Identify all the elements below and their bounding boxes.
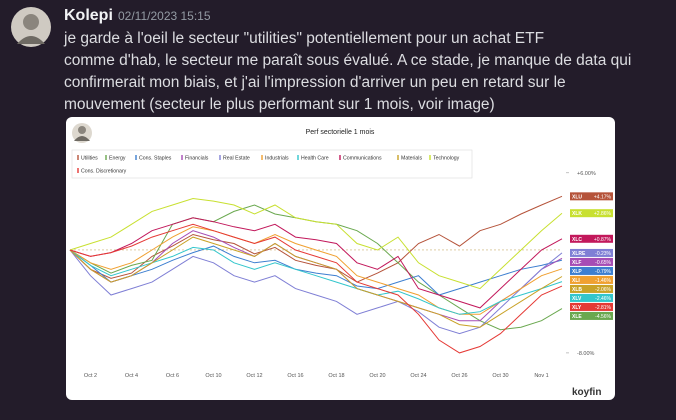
end-label-value: -2.46%	[595, 296, 611, 302]
x-tick-label: Nov 1	[534, 373, 548, 379]
series-line	[69, 226, 563, 315]
end-label-ticker: XLY	[572, 305, 582, 311]
end-label-value: -1.46%	[595, 278, 611, 284]
image-attachment[interactable]	[66, 117, 615, 400]
message-line: mouvement (secteur le plus performant su…	[64, 96, 495, 113]
x-tick-label: Oct 30	[492, 373, 508, 379]
end-label-value: -0.79%	[595, 269, 611, 275]
legend-label: Communications	[343, 156, 382, 162]
message-line: comme d'hab, le secteur me paraît sous é…	[64, 52, 631, 69]
legend-label: Cons. Staples	[139, 156, 172, 162]
end-label-box	[570, 248, 613, 257]
end-label-ticker: XLV	[572, 296, 582, 302]
end-label-box	[570, 275, 613, 284]
end-label-ticker: XLRE	[572, 251, 586, 257]
y-tick-label: +6.00%	[577, 171, 596, 177]
end-label-ticker: XLC	[572, 237, 582, 243]
chart-avatar	[72, 123, 92, 143]
legend-label: Financials	[185, 156, 209, 162]
x-tick-label: Oct 12	[246, 373, 262, 379]
message-line: je garde à l'oeil le secteur "utilities"…	[63, 30, 544, 47]
legend-label: Cons. Discretionary	[81, 169, 127, 175]
legend-label: Energy	[109, 156, 126, 162]
end-label-value: -2.81%	[595, 305, 611, 311]
message-line: confirmerait mon biais, et j'ai l'impres…	[64, 74, 566, 91]
legend-label: Materials	[401, 156, 422, 162]
x-tick-label: Oct 24	[410, 373, 426, 379]
series-line	[69, 217, 563, 309]
end-label-ticker: XLE	[572, 314, 582, 320]
legend-label: Health Care	[301, 156, 329, 162]
chart-title: Perf sectorielle 1 mois	[306, 129, 375, 136]
legend-box	[71, 149, 473, 179]
series-line	[69, 223, 563, 354]
end-label-box	[570, 192, 613, 201]
end-label-value: -0.65%	[595, 260, 611, 266]
series-line	[69, 245, 563, 296]
x-tick-label: Oct 26	[451, 373, 467, 379]
legend-label: Technology	[433, 156, 460, 162]
y-tick-label: -8.00%	[577, 351, 595, 357]
end-label-box	[570, 302, 613, 311]
end-label-value: +2.86%	[594, 211, 612, 217]
x-tick-label: Oct 2	[84, 373, 97, 379]
end-label-ticker: XLI	[572, 278, 580, 284]
series-line	[69, 197, 563, 290]
timestamp: 02/11/2023 15:15	[118, 9, 211, 23]
legend-label: Industrials	[265, 156, 289, 162]
end-label-box	[570, 257, 613, 266]
watermark: koyfin	[572, 387, 601, 398]
end-label-ticker: XLK	[572, 211, 582, 217]
avatar[interactable]	[11, 7, 51, 47]
x-tick-label: Oct 6	[166, 373, 179, 379]
end-label-box	[570, 234, 613, 243]
end-label-value: -0.23%	[595, 251, 611, 257]
series-line	[69, 195, 563, 283]
end-label-box	[570, 293, 613, 302]
end-label-box	[570, 209, 613, 218]
x-tick-label: Oct 4	[125, 373, 138, 379]
end-label-ticker: XLF	[572, 260, 581, 266]
x-tick-label: Oct 16	[287, 373, 303, 379]
end-label-value: -4.56%	[595, 314, 611, 320]
end-label-box	[570, 311, 613, 320]
legend-label: Utilities	[81, 156, 98, 162]
x-tick-label: Oct 20	[369, 373, 385, 379]
x-tick-label: Oct 18	[328, 373, 344, 379]
end-label-box	[570, 284, 613, 293]
end-label-value: -2.06%	[595, 287, 611, 293]
end-label-ticker: XLU	[572, 194, 582, 200]
end-label-ticker: XLP	[572, 269, 582, 275]
legend-label: Real Estate	[223, 156, 250, 162]
end-label-value: +4.17%	[594, 194, 612, 200]
end-label-ticker: XLB	[572, 287, 582, 293]
series-line	[69, 236, 563, 328]
end-label-box	[570, 266, 613, 275]
end-label-value: +0.87%	[594, 237, 612, 243]
author[interactable]: Kolepi	[64, 7, 113, 24]
x-tick-label: Oct 10	[205, 373, 221, 379]
